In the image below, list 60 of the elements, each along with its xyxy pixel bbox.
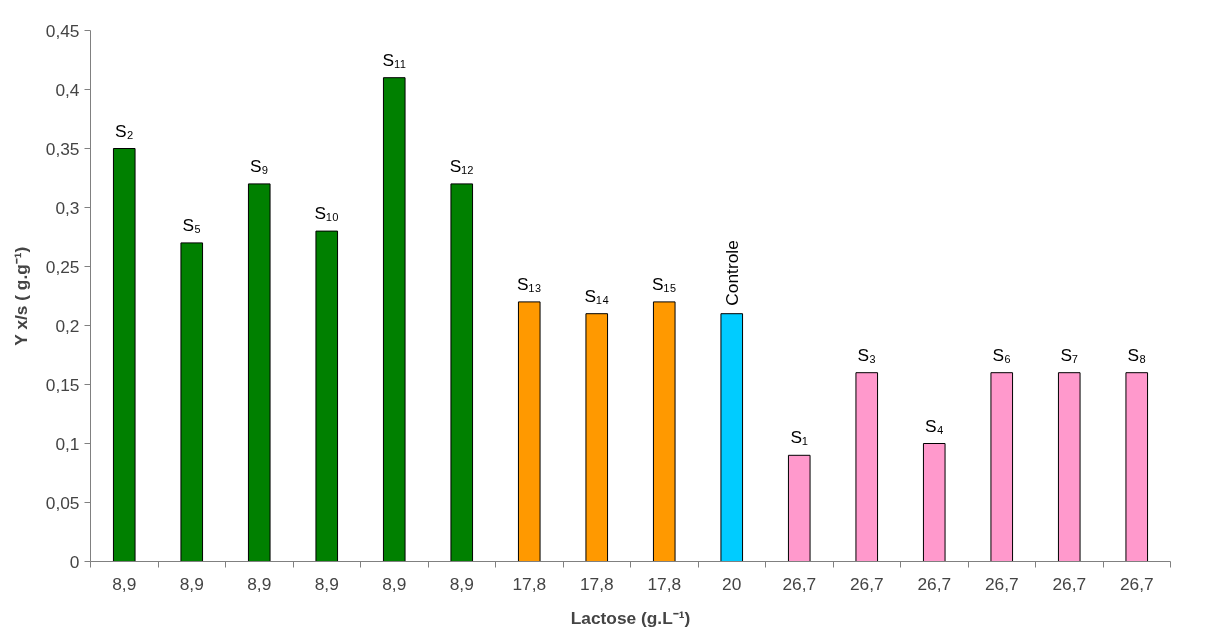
y-axis-title: Y x/s ( g.g⁻¹) [10, 246, 31, 346]
bar [855, 372, 879, 562]
y-tick-label: 0,3 [55, 197, 80, 218]
x-tick-label: 8,9 [112, 573, 137, 594]
y-tick-label: 0,25 [45, 256, 80, 277]
data-label: S₈ [1127, 344, 1147, 365]
data-label: S₁₀ [314, 203, 340, 224]
bar [315, 230, 339, 562]
bar [112, 148, 136, 562]
bar [1057, 372, 1081, 562]
x-tick-label: 26,7 [984, 573, 1019, 594]
bar [382, 77, 406, 562]
x-tick-label: 8,9 [382, 573, 407, 594]
bar [922, 443, 946, 562]
y-tick-label: 0,45 [45, 20, 80, 41]
y-tick-label: 0,15 [45, 374, 80, 395]
data-label: S₁ [790, 427, 809, 448]
data-label: S₃ [857, 344, 877, 365]
x-tick-label: 17,8 [512, 573, 547, 594]
y-tick-label: 0,35 [45, 138, 80, 159]
bar [517, 301, 541, 562]
x-tick-label: 26,7 [782, 573, 817, 594]
data-label: S₁₅ [652, 273, 677, 294]
data-label: S₆ [992, 344, 1012, 365]
y-tick-label: 0,05 [45, 492, 80, 513]
x-tick-label: 17,8 [647, 573, 682, 594]
x-tick-label: 17,8 [579, 573, 614, 594]
data-label: Controle [721, 240, 742, 306]
x-tick-label: 26,7 [849, 573, 884, 594]
x-tick-label: 26,7 [1052, 573, 1087, 594]
bar [247, 183, 271, 562]
bar [1125, 372, 1149, 562]
x-axis-title: Lactose (g.L⁻¹) [570, 607, 691, 628]
x-tick-label: 8,9 [247, 573, 272, 594]
bar [180, 242, 204, 562]
x-tick-label: 26,7 [1119, 573, 1154, 594]
data-label: S₁₃ [517, 273, 542, 294]
data-label: S₁₁ [382, 49, 407, 70]
y-tick-label: 0,4 [55, 79, 80, 100]
bar [990, 372, 1014, 562]
y-tick-label: 0,2 [55, 315, 80, 336]
data-label: S₇ [1060, 344, 1079, 365]
x-tick-label: 8,9 [449, 573, 474, 594]
bar [585, 313, 609, 562]
data-label: S₁₂ [449, 155, 474, 176]
data-label: S₂ [115, 120, 134, 141]
x-tick-label: 20 [722, 573, 742, 594]
bar [787, 454, 811, 562]
y-tick-label: 0 [69, 551, 80, 572]
bar [652, 301, 676, 562]
x-tick-label: 8,9 [179, 573, 204, 594]
data-label: S₉ [250, 155, 269, 176]
y-tick-label: 0,1 [55, 433, 80, 454]
data-label: S₁₄ [584, 285, 609, 306]
x-tick-label: 26,7 [917, 573, 952, 594]
data-label: S₄ [924, 415, 944, 436]
bar [450, 183, 474, 562]
data-label: S₅ [182, 214, 202, 235]
bar [720, 313, 744, 562]
x-tick-label: 8,9 [314, 573, 339, 594]
